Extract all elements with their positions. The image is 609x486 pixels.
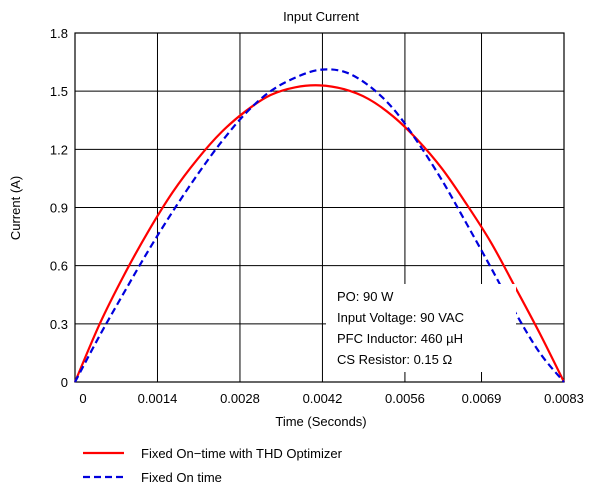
y-tick-label: 1.5: [50, 84, 68, 99]
annotation-line: PFC Inductor: 460 µH: [337, 331, 463, 346]
legend-label: Fixed On−time with THD Optimizer: [141, 446, 343, 461]
y-tick-label: 0.9: [50, 201, 68, 216]
annotation-line: Input Voltage: 90 VAC: [337, 310, 464, 325]
y-tick-labels: 0 0.3 0.6 0.9 1.2 1.5 1.8: [50, 26, 68, 390]
y-tick-label: 0.3: [50, 317, 68, 332]
x-tick-label: 0.0028: [220, 391, 260, 406]
y-tick-label: 0: [61, 375, 68, 390]
annotation-line: PO: 90 W: [337, 289, 394, 304]
y-tick-label: 0.6: [50, 259, 68, 274]
x-tick-labels: 0 0.0014 0.0028 0.0042 0.0056 0.0069 0.0083: [79, 391, 584, 406]
legend-label: Fixed On time: [141, 470, 222, 485]
x-tick-label: 0.0083: [544, 391, 584, 406]
legend: Fixed On−time with THD Optimizer Fixed On…: [83, 446, 343, 485]
annotation-box: PO: 90 W Input Voltage: 90 VAC PFC Inducto…: [326, 284, 516, 372]
x-axis-label: Time (Seconds): [275, 414, 366, 429]
y-axis-label: Current (A): [8, 176, 23, 240]
y-tick-label: 1.2: [50, 142, 68, 157]
annotation-line: CS Resistor: 0.15 Ω: [337, 352, 452, 367]
y-tick-label: 1.8: [50, 26, 68, 41]
x-tick-label: 0: [79, 391, 86, 406]
x-tick-label: 0.0056: [385, 391, 425, 406]
x-tick-label: 0.0014: [138, 391, 178, 406]
chart-title: Input Current: [283, 9, 359, 24]
x-tick-label: 0.0042: [303, 391, 343, 406]
x-tick-label: 0.0069: [462, 391, 502, 406]
